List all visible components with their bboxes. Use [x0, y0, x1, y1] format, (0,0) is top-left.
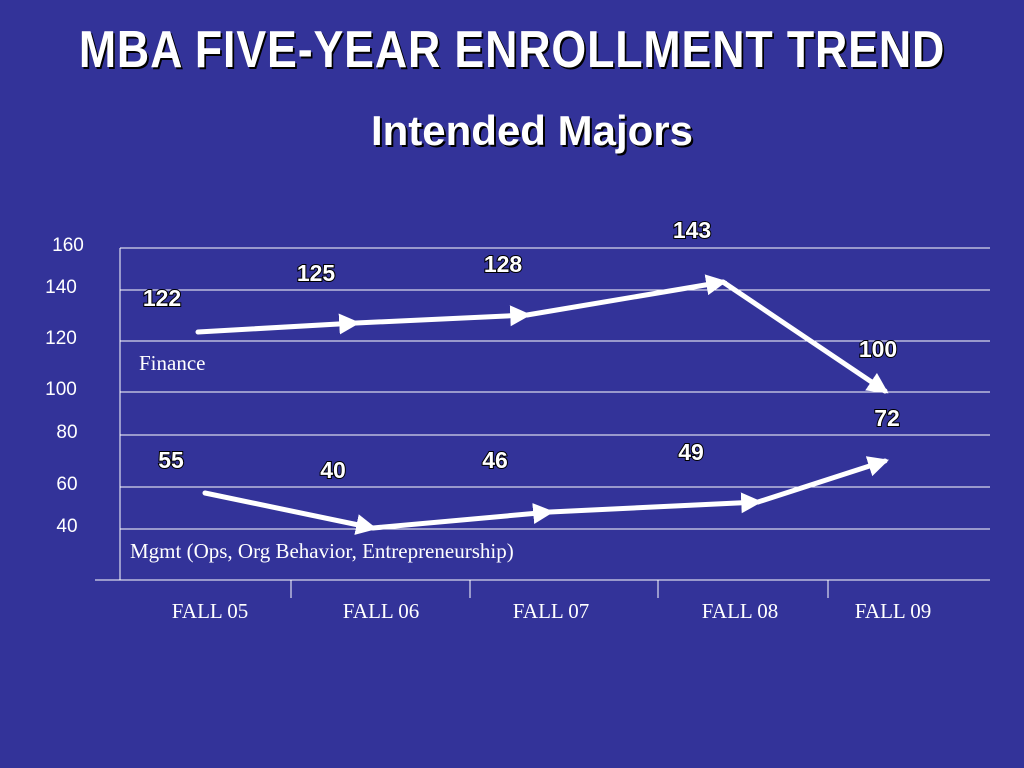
series-segment	[755, 456, 889, 505]
data-label: 46	[482, 447, 508, 473]
x-tick-label: FALL 09	[855, 599, 931, 623]
y-tick-label: 160	[52, 235, 84, 256]
x-tick-label: FALL 07	[513, 599, 589, 623]
series-label: Finance	[139, 351, 205, 375]
series-lines	[195, 274, 889, 535]
series-segment	[547, 492, 763, 515]
y-tick-label: 60	[56, 474, 77, 495]
y-tick-label: 120	[45, 328, 77, 349]
data-label: 100	[859, 336, 897, 362]
y-tick-label: 40	[56, 516, 77, 537]
data-label: 122	[143, 285, 181, 311]
chart-subtitle: Intended Majors	[370, 107, 694, 154]
y-tick-label: 100	[45, 379, 77, 400]
y-tick-label: 80	[56, 422, 77, 443]
data-label: 125	[297, 260, 336, 286]
data-labels: 122 125 128 143 100 Finance 55 40 46 49 72 Mgmt (Op…	[130, 216, 901, 563]
series-label: Mgmt (Ops, Org Behavior, Entrepreneurshi…	[130, 539, 514, 563]
series-segment	[353, 305, 532, 327]
chart-title: MBA FIVE-YEAR ENROLLMENT TREND	[78, 21, 946, 79]
data-label: 128	[484, 251, 523, 277]
grid-lines	[120, 247, 990, 530]
data-label: 49	[678, 439, 704, 465]
x-tick-label: FALL 08	[702, 599, 778, 623]
data-label: 72	[874, 405, 900, 431]
x-tick-label: FALL 06	[343, 599, 419, 623]
data-label: 143	[673, 217, 711, 243]
axes: 160 140 120 100 80 60 40 FALL 05 FALL 06 FALL 07 F…	[45, 235, 990, 623]
data-label: 40	[320, 457, 346, 483]
series-segment	[524, 274, 728, 318]
series-segment	[370, 503, 555, 531]
x-tick-label: FALL 05	[172, 599, 248, 623]
series-segment	[720, 279, 889, 394]
series-segment	[202, 490, 378, 535]
y-tick-label: 140	[45, 277, 77, 298]
series-segment	[195, 313, 361, 335]
data-label: 55	[158, 447, 184, 473]
